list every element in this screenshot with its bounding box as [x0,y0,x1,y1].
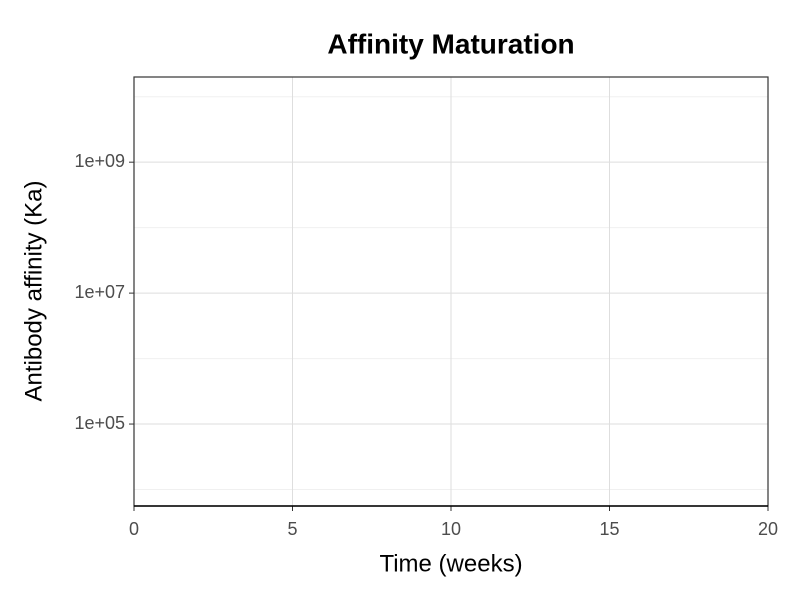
y-tick-label: 1e+09 [74,151,125,171]
x-tick-label: 10 [441,519,461,539]
y-tick-label: 1e+05 [74,413,125,433]
chart-title: Affinity Maturation [327,28,574,59]
x-tick-label: 0 [129,519,139,539]
x-tick-label: 20 [758,519,778,539]
y-tick-label: 1e+07 [74,282,125,302]
y-axis-title: Antibody affinity (Ka) [20,180,47,401]
x-tick-label: 15 [599,519,619,539]
x-axis-title: Time (weeks) [379,550,522,577]
x-tick-label: 5 [287,519,297,539]
